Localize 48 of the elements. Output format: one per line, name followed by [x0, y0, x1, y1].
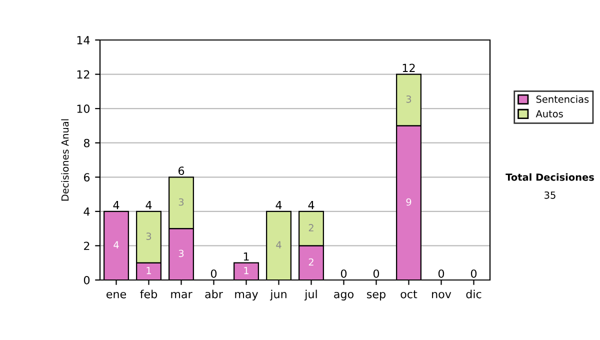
y-tick-label: 12	[77, 70, 90, 79]
y-tick-label: 6	[84, 173, 90, 182]
x-tick-label: sep	[367, 292, 386, 300]
data-label: 3	[146, 232, 152, 240]
x-tick-label: oct	[400, 290, 418, 298]
total-label: 12	[402, 64, 415, 72]
total-label: 6	[178, 166, 184, 175]
data-label: 1	[244, 267, 248, 274]
y-tick-label: 10	[77, 104, 90, 113]
x-tick-label: jul	[304, 290, 317, 300]
total-label: 0	[340, 269, 347, 278]
data-label: 4	[276, 241, 282, 248]
y-tick-label: 4	[84, 208, 90, 216]
x-tick-label: dic	[466, 290, 482, 298]
data-label: 4	[114, 241, 119, 248]
data-label: 3	[406, 95, 412, 103]
total-label: 0	[210, 269, 217, 278]
y-axis-title: Decisiones Anual	[61, 119, 69, 201]
total-label: 4	[308, 201, 314, 210]
total-label: 4	[276, 201, 282, 210]
total-label: 0	[373, 269, 380, 278]
y-tick-label: 14	[77, 36, 90, 44]
legend-label: Autos	[536, 110, 563, 118]
text: 35	[544, 191, 556, 199]
x-tick-label: abr	[205, 290, 223, 298]
x-tick-label: mar	[171, 292, 192, 298]
data-label: 2	[308, 224, 314, 232]
total-label: 4	[113, 201, 120, 210]
x-tick-label: ene	[106, 292, 126, 298]
x-tick-label: feb	[140, 290, 158, 298]
total-label: 1	[244, 252, 249, 261]
y-tick-label: 0	[84, 276, 90, 284]
x-tick-label: may	[235, 292, 258, 300]
x-tick-label: nov	[432, 292, 452, 298]
data-label: 3	[178, 250, 184, 258]
x-tick-label: jun	[270, 290, 286, 300]
x-tick-label: ago	[334, 292, 354, 300]
total-label: 0	[438, 269, 444, 278]
data-label: 3	[178, 198, 184, 206]
data-label: 2	[308, 258, 314, 266]
y-tick-label: 2	[84, 242, 90, 250]
data-label: 1	[146, 267, 151, 274]
legend-label: Sentencias	[536, 95, 589, 103]
total-label: 4	[146, 201, 152, 210]
total-label: 0	[470, 269, 477, 278]
y-tick-label: 8	[84, 138, 90, 148]
data-label: 9	[406, 198, 412, 206]
text: Total Decisiones	[506, 173, 594, 181]
